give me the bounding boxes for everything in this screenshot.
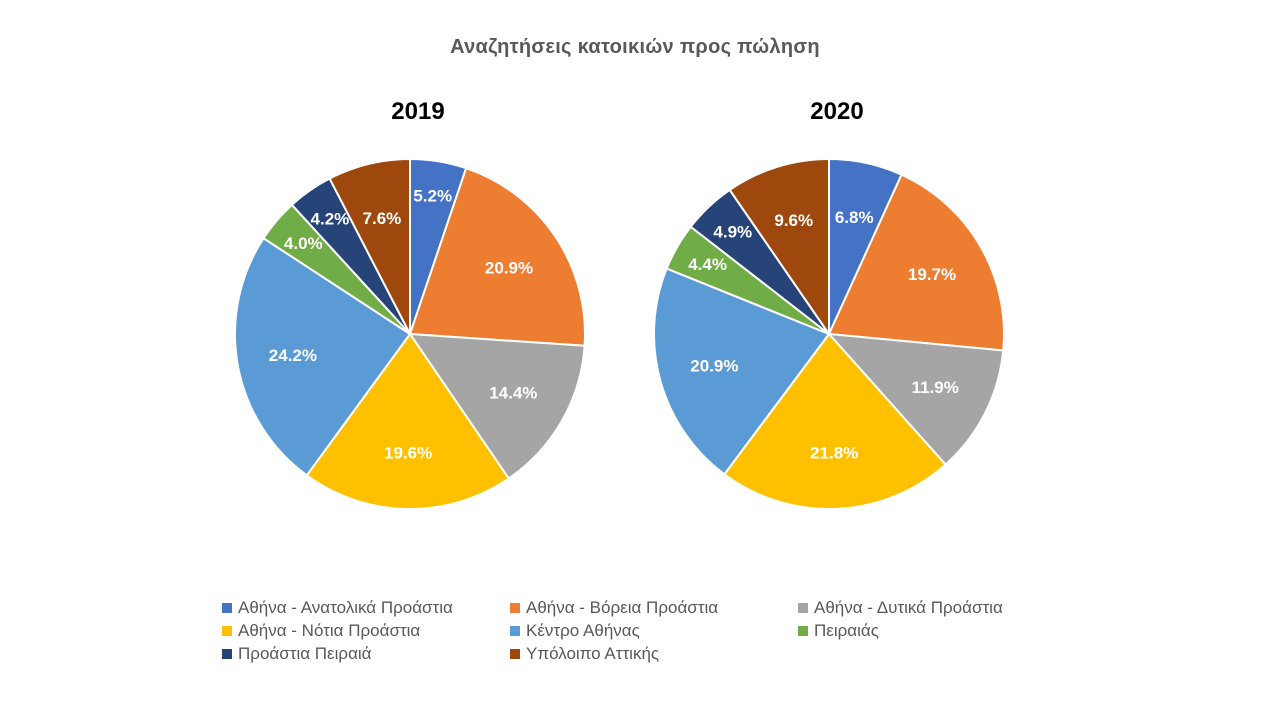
data-label-2020-east-suburbs: 6.8%	[835, 208, 874, 227]
legend-swatch	[510, 649, 520, 659]
legend-item-piraeus-suburbs[interactable]: Προάστια Πειραιά	[222, 643, 510, 665]
pie-2019: 5.2% 20.9% 14.4% 19.6% 24.2% 4.0% 4.2% 7.6%	[234, 158, 586, 510]
legend-label: Κέντρο Αθήνας	[526, 621, 640, 640]
legend-item-piraeus[interactable]: Πειραιάς	[798, 620, 1078, 642]
legend-label: Αθήνα - Βόρεια Προάστια	[526, 598, 719, 617]
legend-item-north-suburbs[interactable]: Αθήνα - Βόρεια Προάστια	[510, 597, 798, 619]
legend-swatch	[222, 626, 232, 636]
data-label-2019-south-suburbs: 19.6%	[384, 444, 432, 463]
pie-slice-2019-west-suburbs[interactable]	[409, 333, 586, 480]
chart-title: Αναζητήσεις κατοικιών προς πώληση	[450, 36, 820, 58]
legend-item-rest-of-attica[interactable]: Υπόλοιπο Αττικής	[510, 643, 798, 665]
data-label-2019-rest-of-attica: 7.6%	[363, 209, 402, 228]
data-label-2019-east-suburbs: 5.2%	[413, 186, 452, 205]
pie-charts-canvas: 5.2% 20.9% 14.4% 19.6% 24.2% 4.0% 4.2% 7.6% 6.8…	[234, 158, 1005, 510]
pie-slice-2020-rest-of-attica[interactable]	[728, 158, 830, 335]
legend-item-athens-center[interactable]: Κέντρο Αθήνας	[510, 620, 798, 642]
legend-label: Αθήνα - Δυτικά Προάστια	[814, 598, 1003, 617]
pie-slice-2019-athens-center[interactable]	[234, 237, 411, 477]
legend-item-west-suburbs[interactable]: Αθήνα - Δυτικά Προάστια	[798, 597, 1078, 619]
data-label-2019-piraeus: 4.0%	[284, 234, 323, 253]
pie-title-2020: 2020	[810, 98, 864, 125]
legend-swatch	[510, 626, 520, 636]
legend-swatch	[222, 649, 232, 659]
data-label-2020-west-suburbs: 11.9%	[912, 378, 959, 397]
legend-label: Υπόλοιπο Αττικής	[526, 644, 660, 663]
pie-slice-2019-south-suburbs[interactable]	[305, 333, 510, 510]
pie-slice-2020-west-suburbs[interactable]	[828, 333, 1005, 466]
legend-label: Αθήνα - Νότια Προάστια	[238, 621, 421, 640]
pie-slice-2019-rest-of-attica[interactable]	[328, 158, 411, 335]
data-label-2019-piraeus-suburbs: 4.2%	[311, 210, 350, 229]
legend-item-south-suburbs[interactable]: Αθήνα - Νότια Προάστια	[222, 620, 510, 642]
data-label-2020-rest-of-attica: 9.6%	[774, 211, 813, 230]
data-label-2019-west-suburbs: 14.4%	[489, 384, 537, 403]
legend-swatch	[798, 603, 808, 613]
pie-title-2019: 2019	[391, 98, 445, 125]
legend-item-east-suburbs[interactable]: Αθήνα - Ανατολικά Προάστια	[222, 597, 510, 619]
legend-swatch	[222, 603, 232, 613]
data-label-2020-south-suburbs: 21.8%	[810, 443, 858, 462]
pie-slice-2020-athens-center[interactable]	[653, 267, 830, 476]
pie-slice-2019-north-suburbs[interactable]	[409, 167, 586, 347]
pie-slice-2020-north-suburbs[interactable]	[828, 173, 1005, 352]
legend-swatch	[798, 626, 808, 636]
pie-2020: 6.8% 19.7% 11.9% 21.8% 20.9% 4.4% 4.9% 9.6%	[653, 158, 1005, 510]
data-label-2020-piraeus: 4.4%	[688, 255, 727, 274]
legend-label: Πειραιάς	[814, 621, 879, 640]
data-label-2020-north-suburbs: 19.7%	[908, 265, 956, 284]
pie-slice-2020-south-suburbs[interactable]	[723, 333, 947, 510]
legend-label: Αθήνα - Ανατολικά Προάστια	[238, 598, 453, 617]
data-label-2020-piraeus-suburbs: 4.9%	[713, 223, 752, 242]
legend: Αθήνα - Ανατολικά Προάστια Αθήνα - Βόρει…	[222, 597, 1082, 665]
data-label-2019-north-suburbs: 20.9%	[485, 258, 533, 277]
data-label-2020-athens-center: 20.9%	[690, 357, 738, 376]
data-label-2019-athens-center: 24.2%	[269, 346, 317, 365]
legend-swatch	[510, 603, 520, 613]
legend-label: Προάστια Πειραιά	[238, 644, 372, 663]
